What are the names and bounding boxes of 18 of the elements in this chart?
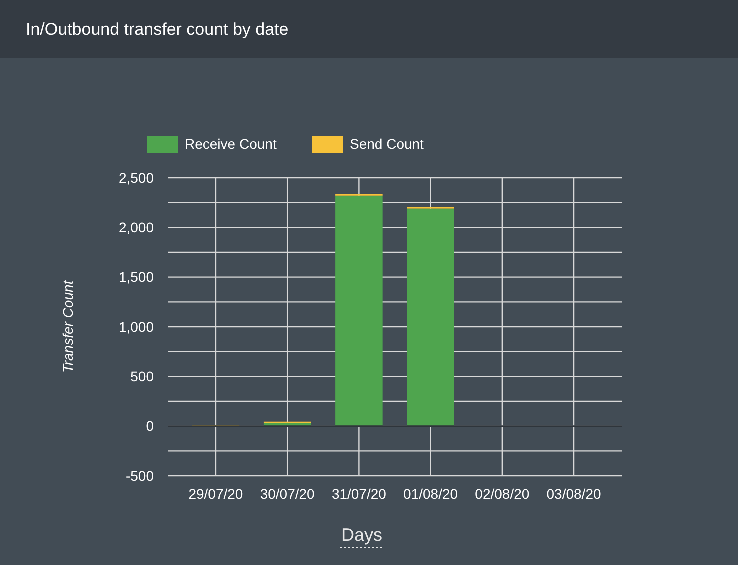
x-tick-label: 30/07/20 xyxy=(260,486,316,502)
x-tick-label: 01/08/20 xyxy=(404,486,458,502)
x-tick-label: 31/07/20 xyxy=(332,486,387,502)
y-axis-title: Transfer Count xyxy=(60,280,76,374)
y-tick-label: 2,000 xyxy=(118,220,154,236)
y-tick-label: 500 xyxy=(130,368,154,385)
y-tick-label: 2,500 xyxy=(118,170,154,186)
y-tick-label: 0 xyxy=(146,418,154,434)
y-tick-label: 1,500 xyxy=(118,269,154,286)
x-tick-label: 02/08/20 xyxy=(475,486,530,502)
chart-title: In/Outbound transfer count by date xyxy=(26,20,289,39)
y-tick-label: 1,000 xyxy=(118,318,154,335)
y-tick-label: -500 xyxy=(126,468,154,484)
x-tick-label: 03/08/20 xyxy=(546,486,602,502)
legend-label: Send Count xyxy=(350,136,424,152)
x-axis-title: Days xyxy=(341,525,383,545)
legend-label: Receive Count xyxy=(185,136,277,152)
x-tick-label: 29/07/20 xyxy=(188,486,244,502)
